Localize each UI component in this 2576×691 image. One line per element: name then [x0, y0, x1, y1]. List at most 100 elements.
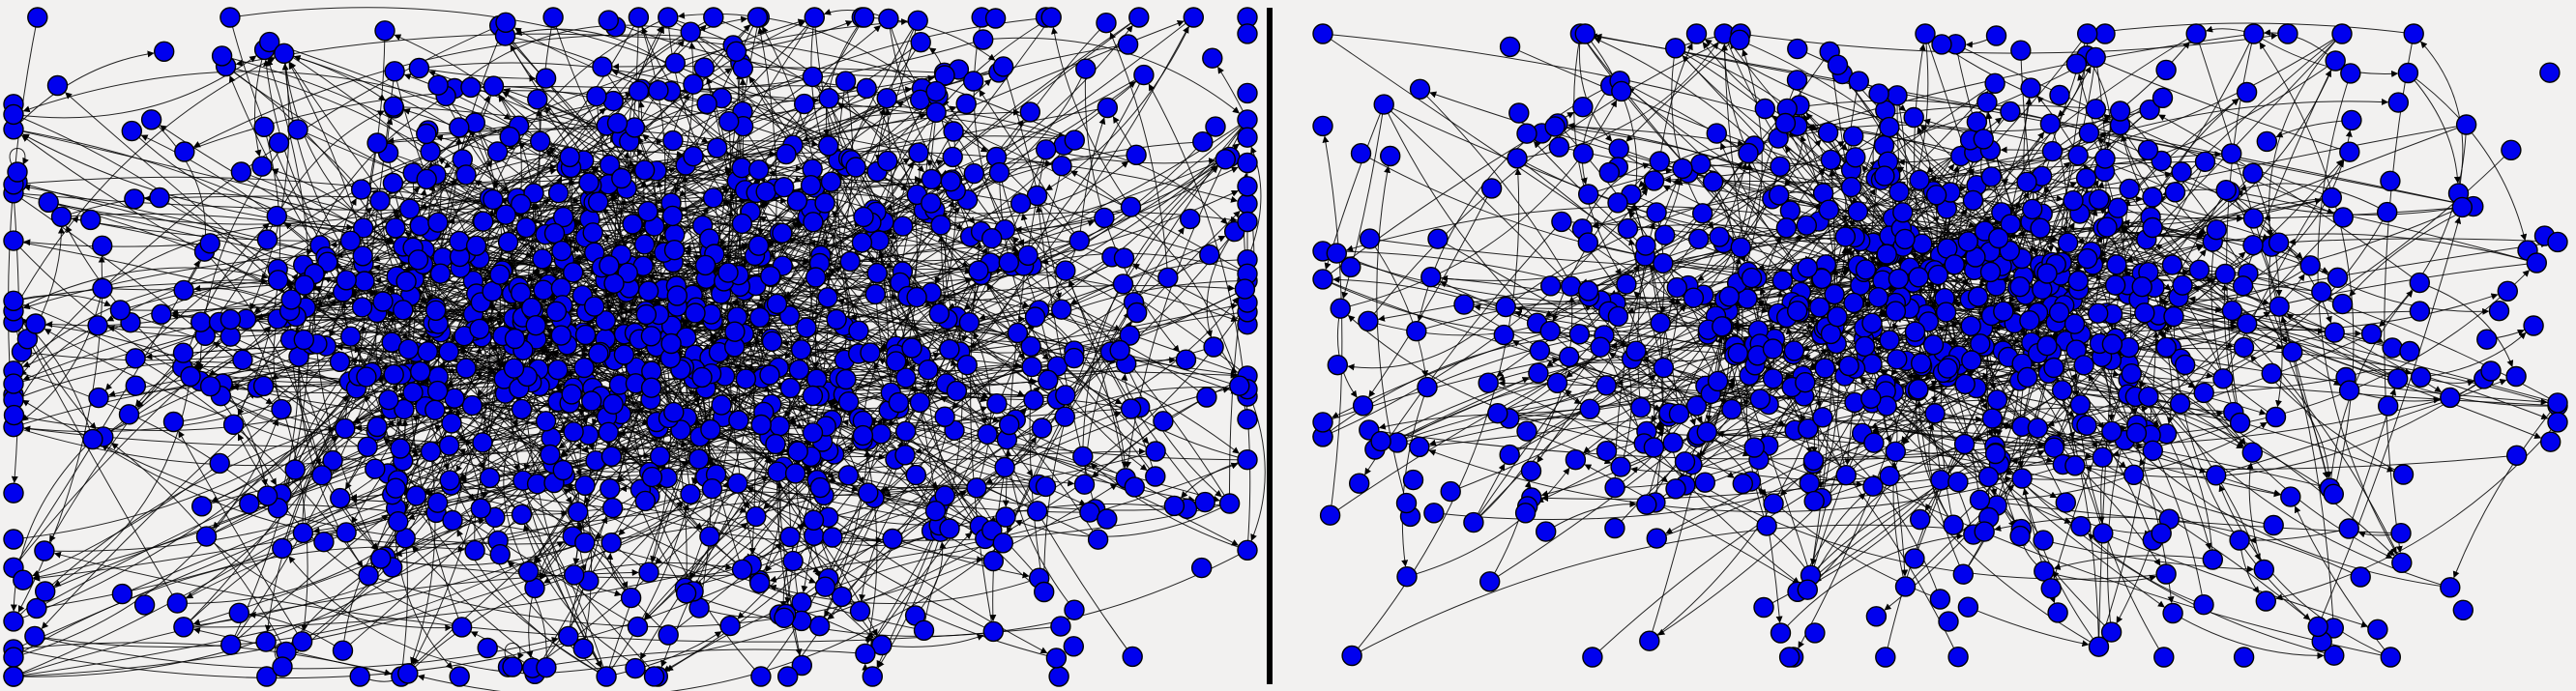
graph-node [760, 266, 781, 287]
graph-node [820, 171, 842, 192]
graph-node [2137, 139, 2159, 161]
graph-node [532, 248, 553, 270]
graph-node [1797, 579, 1819, 600]
graph-node [410, 360, 431, 383]
graph-node [1079, 502, 1100, 523]
graph-node [2087, 302, 2109, 324]
graph-node [1738, 142, 1759, 164]
edge [648, 542, 783, 577]
graph-node [1237, 23, 1258, 44]
graph-node [588, 343, 609, 364]
graph-node [1607, 305, 1629, 328]
graph-node [838, 391, 860, 413]
graph-node [1718, 286, 1741, 307]
graph-node [1094, 207, 1115, 229]
graph-node [511, 504, 533, 526]
graph-node [211, 45, 233, 67]
graph-node [397, 663, 419, 684]
graph-node [535, 68, 557, 89]
graph-node [1359, 228, 1381, 249]
graph-node [796, 317, 817, 338]
graph-node [1548, 136, 1570, 158]
graph-node [251, 156, 273, 177]
graph-node [696, 93, 717, 115]
graph-node [1055, 385, 1076, 406]
graph-node [1753, 596, 1774, 619]
edge [468, 261, 1248, 461]
graph-node [761, 331, 783, 352]
graph-node [700, 418, 721, 441]
graph-node [1694, 472, 1716, 493]
graph-node [774, 176, 795, 198]
graph-node [2109, 101, 2131, 122]
graph-node [1879, 116, 1900, 138]
graph-node [383, 96, 404, 117]
graph-node [893, 216, 914, 237]
graph-node [1796, 215, 1818, 236]
graph-node [1312, 412, 1333, 433]
graph-node [1835, 465, 1857, 486]
edge [13, 370, 271, 503]
graph-node [2100, 621, 2122, 643]
graph-node [702, 187, 724, 209]
graph-node [536, 657, 557, 678]
graph-node [174, 141, 195, 162]
graph-node [369, 190, 391, 212]
graph-node [680, 21, 701, 43]
graph-node [2106, 254, 2127, 275]
graph-node [563, 262, 584, 283]
graph-node [267, 270, 289, 291]
graph-node [455, 164, 477, 186]
graph-node [1937, 358, 1958, 379]
graph-node [808, 616, 831, 637]
graph-node [439, 470, 460, 491]
graph-node [784, 463, 806, 484]
graph-node [582, 222, 603, 244]
graph-node [1935, 302, 1957, 323]
graph-node [1653, 357, 1675, 379]
graph-node [664, 52, 686, 74]
graph-node [222, 414, 245, 435]
graph-node [767, 461, 788, 482]
graph-node [1763, 493, 1784, 514]
graph-node [2327, 267, 2349, 288]
graph-node [2390, 523, 2412, 544]
edge [544, 106, 860, 331]
graph-node [1196, 387, 1217, 408]
graph-node [495, 204, 516, 225]
graph-node [2325, 50, 2346, 72]
edge [1336, 308, 1358, 398]
graph-node [1535, 521, 1557, 542]
edge [122, 399, 592, 595]
graph-node [153, 41, 175, 62]
graph-node [1234, 278, 1256, 300]
graph-node [149, 187, 170, 209]
graph-node [180, 365, 201, 388]
graph-node [455, 358, 477, 379]
graph-node [256, 229, 278, 250]
graph-node [596, 666, 617, 687]
graph-node [955, 93, 977, 115]
edge [732, 281, 771, 517]
graph-node [750, 414, 772, 436]
graph-node [2399, 340, 2420, 362]
graph-node [336, 522, 357, 543]
graph-node [1595, 441, 1618, 462]
graph-node [2055, 492, 2077, 513]
graph-node [533, 279, 554, 301]
graph-node [1639, 630, 1660, 651]
graph-node [1096, 13, 1117, 34]
graph-node [563, 421, 584, 443]
graph-node [746, 7, 769, 28]
graph-node [293, 329, 314, 351]
graph-node [759, 364, 780, 386]
graph-node [1931, 34, 1952, 55]
graph-node [527, 89, 548, 110]
graph-node [803, 509, 825, 531]
edge [946, 387, 1248, 497]
edge [13, 445, 545, 677]
graph-node [2019, 310, 2040, 331]
graph-node [1128, 7, 1150, 28]
graph-node [1544, 116, 1566, 137]
graph-node [511, 398, 533, 420]
